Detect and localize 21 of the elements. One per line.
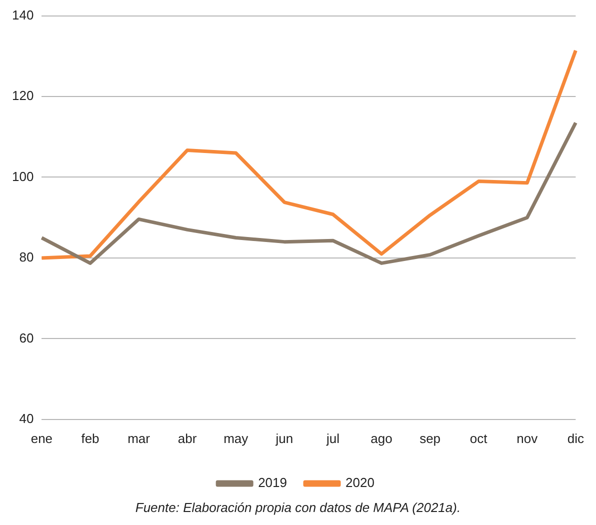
y-tick-label: 120 — [12, 88, 34, 104]
y-tick-label: 60 — [19, 330, 34, 346]
x-tick-label: dic — [567, 430, 584, 446]
x-tick-label: ene — [30, 430, 53, 446]
y-tick-label: 140 — [12, 7, 34, 22]
x-tick-label: ago — [370, 430, 392, 446]
x-tick-label: abr — [178, 430, 198, 446]
x-tick-label: mar — [128, 430, 151, 446]
legend-label: 2020 — [346, 475, 374, 490]
source-note: Fuente: Elaboración propia con datos de MAPA (2021a). — [134, 500, 462, 515]
x-tick-label: oct — [470, 430, 488, 446]
y-tick-label: 40 — [19, 410, 34, 426]
x-tick-label: sep — [420, 430, 441, 446]
x-tick-label: jun — [274, 430, 294, 446]
x-tick-label: nov — [516, 430, 538, 446]
legend-label: 2019 — [258, 475, 287, 490]
x-tick-label: may — [224, 430, 249, 446]
y-tick-label: 100 — [12, 168, 34, 184]
y-tick-label: 80 — [19, 250, 34, 265]
x-tick-label: feb — [81, 430, 100, 446]
x-tick-label: jul — [325, 430, 340, 446]
